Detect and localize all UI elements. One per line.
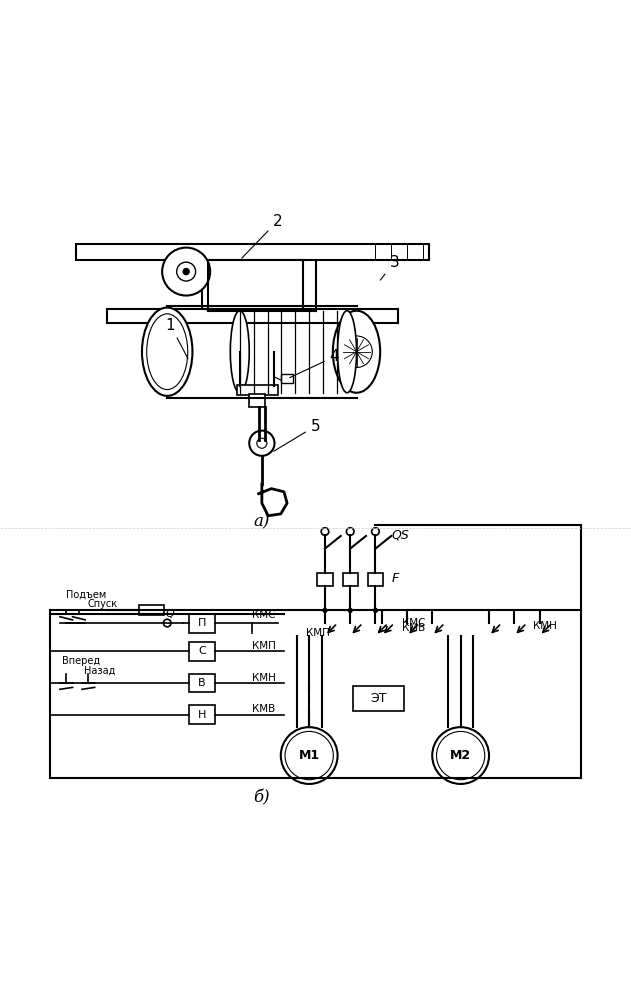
Text: Вперед: Вперед [62, 656, 100, 666]
Text: КМП: КМП [306, 628, 330, 638]
Bar [249, 394, 265, 407]
Text: Н: Н [198, 710, 206, 720]
Ellipse shape [333, 311, 380, 393]
Text: QS: QS [391, 528, 409, 541]
Circle shape [177, 262, 196, 281]
Bar [139, 605, 164, 615]
Circle shape [281, 727, 338, 784]
Bar [189, 705, 215, 724]
Text: Q: Q [166, 609, 175, 619]
Text: КМС: КМС [401, 618, 425, 628]
Text: В: В [198, 678, 206, 688]
Text: Подъем: Подъем [66, 590, 107, 600]
Text: ЭТ: ЭТ [370, 692, 387, 705]
Ellipse shape [230, 311, 249, 393]
Circle shape [341, 336, 372, 367]
Text: 2: 2 [242, 214, 283, 258]
Bar [368, 573, 383, 586]
Ellipse shape [142, 308, 192, 396]
Circle shape [372, 528, 379, 535]
Circle shape [348, 609, 352, 612]
Text: КМН: КМН [533, 621, 557, 631]
Text: Спуск: Спуск [87, 599, 117, 609]
Circle shape [249, 431, 274, 456]
Text: С: С [198, 646, 206, 656]
Bar [107, 309, 398, 323]
Text: 3: 3 [380, 255, 399, 280]
Circle shape [285, 731, 333, 780]
Text: Назад: Назад [84, 665, 115, 675]
Circle shape [321, 528, 329, 535]
Text: КМВ: КМВ [252, 704, 276, 714]
Text: M1: M1 [298, 749, 320, 762]
Circle shape [323, 609, 327, 612]
Text: 4: 4 [290, 349, 339, 378]
Circle shape [374, 609, 377, 612]
Text: КМВ: КМВ [402, 623, 425, 633]
Text: КМП: КМП [252, 641, 276, 651]
Bar [189, 674, 215, 692]
Text: 5: 5 [274, 419, 321, 451]
Bar [353, 686, 404, 711]
Text: б): б) [254, 789, 270, 806]
Bar [237, 385, 278, 395]
Bar [202, 260, 303, 311]
Circle shape [346, 528, 354, 535]
Bar [189, 614, 215, 633]
Circle shape [162, 248, 210, 296]
Text: а): а) [254, 514, 270, 531]
Circle shape [163, 619, 171, 627]
Text: F: F [391, 572, 398, 585]
Text: 1: 1 [165, 318, 188, 359]
Text: П: П [198, 618, 206, 628]
Text: КМН: КМН [252, 673, 276, 683]
Bar [76, 244, 429, 260]
Ellipse shape [146, 314, 188, 390]
Circle shape [183, 268, 189, 275]
Bar [281, 374, 293, 383]
Bar [317, 573, 333, 586]
Text: КМС: КМС [252, 610, 276, 620]
Ellipse shape [338, 311, 357, 393]
Text: M2: M2 [450, 749, 471, 762]
Circle shape [257, 438, 267, 448]
Circle shape [432, 727, 489, 784]
Bar [343, 573, 358, 586]
Circle shape [437, 731, 485, 780]
Bar [189, 642, 215, 661]
